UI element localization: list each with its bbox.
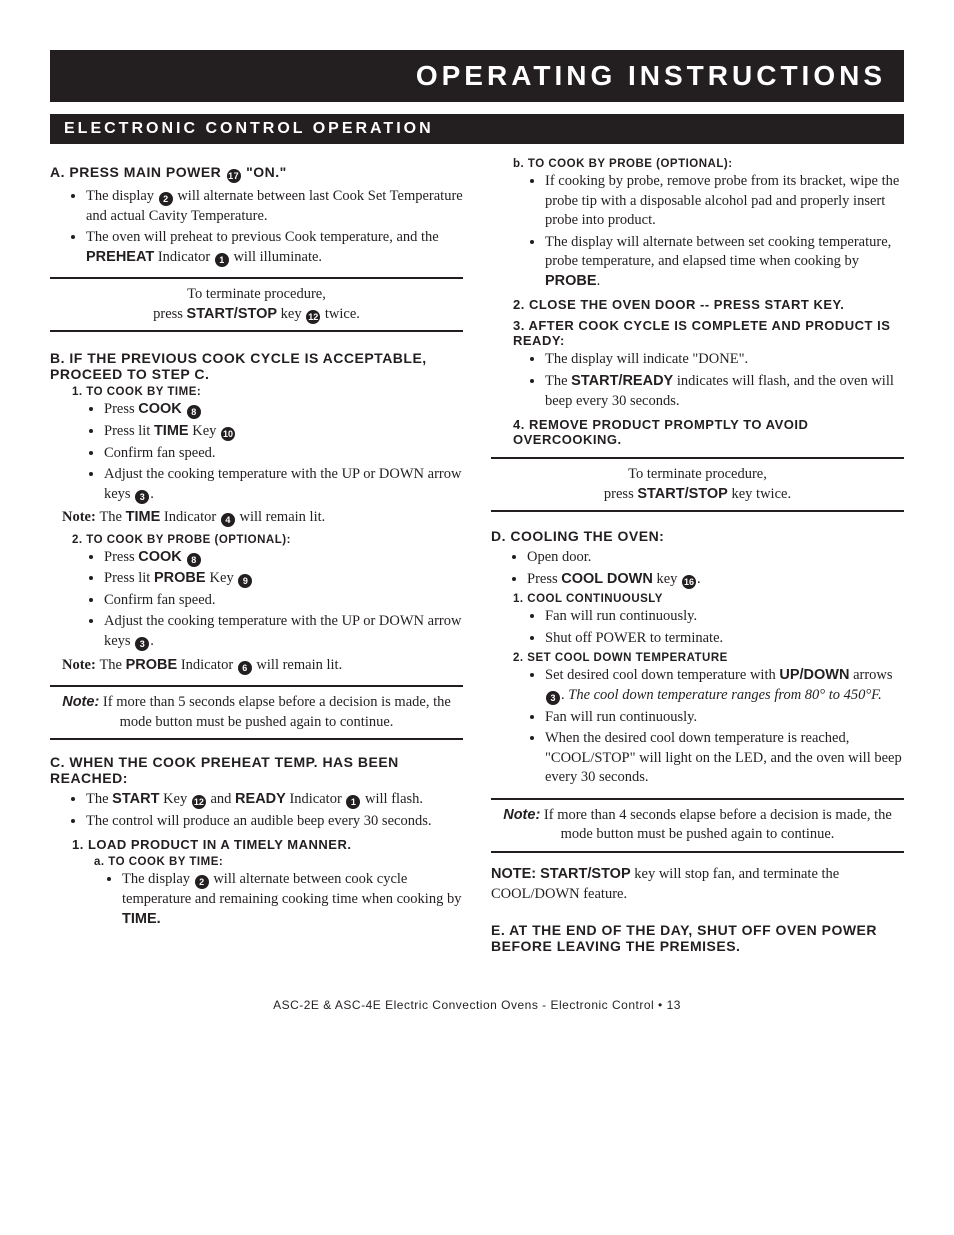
note-box-r4: To terminate procedure, press START/STOP… xyxy=(491,457,904,512)
circ-3-icon: 3 xyxy=(135,490,149,504)
note-box-b: Note: If more than 5 seconds elapse befo… xyxy=(50,685,463,740)
circ-1-icon: 1 xyxy=(215,253,229,267)
list-b1: Press COOK 8 Press lit TIME Key 10 Confi… xyxy=(50,400,463,504)
heading-d1: 1. COOL CONTINUOUSLY xyxy=(513,593,904,605)
heading-r2: 2. CLOSE THE OVEN DOOR -- PRESS START KE… xyxy=(513,297,904,312)
page: OPERATING INSTRUCTIONS ELECTRONIC CONTRO… xyxy=(0,0,954,1042)
heading-e: E. AT THE END OF THE DAY, SHUT OFF OVEN … xyxy=(491,922,904,954)
page-title-band: OPERATING INSTRUCTIONS xyxy=(50,50,904,102)
list-item: The display 2 will alternate between las… xyxy=(86,187,463,226)
list-item: When the desired cool down temperature i… xyxy=(545,729,904,788)
list-item: The START Key 12 and READY Indicator 1 w… xyxy=(86,790,463,810)
heading-a-pre: A. PRESS MAIN POWER xyxy=(50,164,226,180)
list-item: The START/READY indicates will flash, an… xyxy=(545,372,904,411)
list-a: The display 2 will alternate between las… xyxy=(50,187,463,267)
list-d2: Set desired cool down temperature with U… xyxy=(491,666,904,787)
page-footer: ASC-2E & ASC-4E Electric Convection Oven… xyxy=(50,998,904,1012)
page-title: OPERATING INSTRUCTIONS xyxy=(416,60,886,91)
note-d-end: NOTE: START/STOP key will stop fan, and … xyxy=(491,865,904,904)
heading-a-post: "ON." xyxy=(242,164,287,180)
list-item: Press COOL DOWN key 16. xyxy=(527,570,904,590)
heading-d: D. COOLING THE OVEN: xyxy=(491,528,904,544)
heading-a: A. PRESS MAIN POWER 17 "ON." xyxy=(50,164,463,183)
circ-10-icon: 10 xyxy=(221,427,235,441)
circ-6-icon: 6 xyxy=(238,661,252,675)
circ-1-icon: 1 xyxy=(346,795,360,809)
list-d1: Fan will run continuously. Shut off POWE… xyxy=(491,607,904,648)
circ-8-icon: 8 xyxy=(187,553,201,567)
list-item: Shut off POWER to terminate. xyxy=(545,629,904,649)
heading-c: C. WHEN THE COOK PREHEAT TEMP. HAS BEEN … xyxy=(50,754,463,786)
note-line1: To terminate procedure, xyxy=(187,286,326,302)
list-b2: Press COOK 8 Press lit PROBE Key 9 Confi… xyxy=(50,548,463,652)
note-line1: To terminate procedure, xyxy=(628,466,767,482)
note-lead: Note: xyxy=(62,694,99,710)
note-box-a: To terminate procedure, press START/STOP… xyxy=(50,277,463,332)
list-item: Press lit TIME Key 10 xyxy=(104,422,463,442)
section-band: ELECTRONIC CONTROL OPERATION xyxy=(50,114,904,144)
list-item: Set desired cool down temperature with U… xyxy=(545,666,904,705)
list-item: Adjust the cooking temperature with the … xyxy=(104,465,463,504)
list-item: The oven will preheat to previous Cook t… xyxy=(86,228,463,267)
circ-4-icon: 4 xyxy=(221,513,235,527)
list-item: Fan will run continuously. xyxy=(545,607,904,627)
note-box-d: Note: If more than 4 seconds elapse befo… xyxy=(491,798,904,853)
list-item: Press COOK 8 xyxy=(104,400,463,420)
list-item: Confirm fan speed. xyxy=(104,591,463,611)
list-c: The START Key 12 and READY Indicator 1 w… xyxy=(50,790,463,831)
list-item: If cooking by probe, remove probe from i… xyxy=(545,172,904,231)
circ-9-icon: 9 xyxy=(238,574,252,588)
list-item: The display 2 will alternate between coo… xyxy=(122,870,463,929)
list-item: The display will indicate "DONE". xyxy=(545,350,904,370)
list-item: Adjust the cooking temperature with the … xyxy=(104,612,463,651)
circ-12-icon: 12 xyxy=(306,310,320,324)
right-column: b. TO COOK BY PROBE (OPTIONAL): If cooki… xyxy=(491,154,904,958)
list-c1a: The display 2 will alternate between coo… xyxy=(50,870,463,929)
note-lead: Note: xyxy=(503,807,540,823)
circ-16-icon: 16 xyxy=(682,575,696,589)
list-d: Open door. Press COOL DOWN key 16. xyxy=(491,548,904,589)
list-r3: The display will indicate "DONE". The ST… xyxy=(491,350,904,411)
note-b2: Note: The PROBE Indicator 6 will remain … xyxy=(62,656,463,676)
list-item: The control will produce an audible beep… xyxy=(86,812,463,832)
heading-c1a: a. TO COOK BY TIME: xyxy=(94,856,463,868)
heading-r3: 3. AFTER COOK CYCLE IS COMPLETE AND PROD… xyxy=(513,318,904,348)
circ-3-icon: 3 xyxy=(135,637,149,651)
circ-12-icon: 12 xyxy=(192,795,206,809)
list-item: Open door. xyxy=(527,548,904,568)
heading-r4: 4. REMOVE PRODUCT PROMPTLY TO AVOID OVER… xyxy=(513,417,904,447)
heading-d2: 2. SET COOL DOWN TEMPERATURE xyxy=(513,652,904,664)
two-column-layout: A. PRESS MAIN POWER 17 "ON." The display… xyxy=(50,154,904,958)
circ-8-icon: 8 xyxy=(187,405,201,419)
list-item: Press lit PROBE Key 9 xyxy=(104,569,463,589)
section-title: ELECTRONIC CONTROL OPERATION xyxy=(64,120,434,137)
note-b1: Note: The TIME Indicator 4 will remain l… xyxy=(62,508,463,528)
circ-2-icon: 2 xyxy=(159,192,173,206)
list-item: Fan will run continuously. xyxy=(545,708,904,728)
heading-b-probe: b. TO COOK BY PROBE (OPTIONAL): xyxy=(513,158,904,170)
left-column: A. PRESS MAIN POWER 17 "ON." The display… xyxy=(50,154,463,958)
circ-2-icon: 2 xyxy=(195,875,209,889)
heading-b: B. IF THE PREVIOUS COOK CYCLE IS ACCEPTA… xyxy=(50,350,463,382)
list-item: Press COOK 8 xyxy=(104,548,463,568)
list-item: Confirm fan speed. xyxy=(104,444,463,464)
heading-c1: 1. LOAD PRODUCT IN A TIMELY MANNER. xyxy=(72,837,463,852)
list-b-probe: If cooking by probe, remove probe from i… xyxy=(491,172,904,291)
heading-b1: 1. TO COOK BY TIME: xyxy=(72,386,463,398)
list-item: The display will alternate between set c… xyxy=(545,233,904,292)
heading-b2: 2. TO COOK BY PROBE (OPTIONAL): xyxy=(72,534,463,546)
circ-17-icon: 17 xyxy=(227,169,241,183)
circ-3-icon: 3 xyxy=(546,691,560,705)
